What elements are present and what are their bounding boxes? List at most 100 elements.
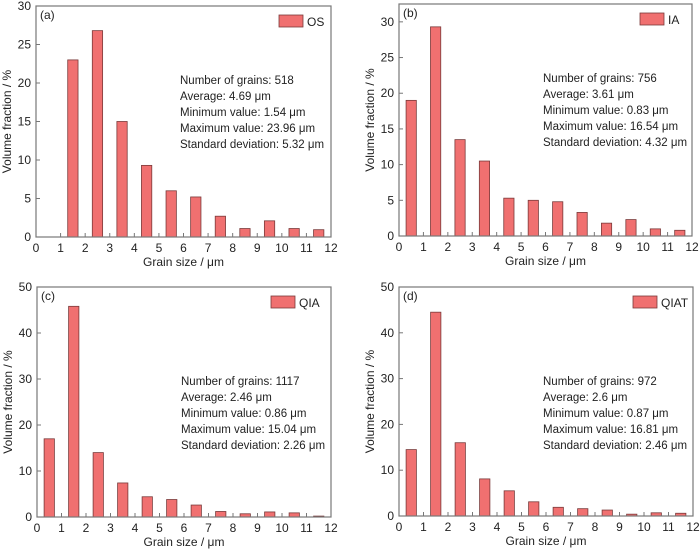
y-tick-label: 5 [24, 192, 31, 206]
y-axis-label: Volume fraction / % [363, 349, 377, 453]
x-tick-label: 3 [469, 240, 476, 254]
bar [552, 506, 564, 517]
stats-line: Maximum value: 16.54 μm [543, 121, 678, 133]
legend-swatch [278, 14, 304, 28]
x-tick-label: 7 [205, 521, 212, 535]
stats-line: Average: 2.6 μm [543, 392, 627, 404]
bar [577, 508, 589, 517]
stats-line: Standard deviation: 2.26 μm [181, 440, 325, 452]
x-tick-label: 0 [34, 521, 41, 535]
x-tick-label: 0 [396, 240, 403, 254]
x-tick-label: 2 [445, 520, 452, 534]
stats-line: Minimum value: 0.86 μm [181, 408, 307, 420]
x-tick-label: 1 [58, 521, 65, 535]
x-tick-label: 3 [107, 521, 114, 535]
y-tick-label: 30 [18, 0, 32, 13]
stats-line: Number of grains: 1117 [181, 376, 299, 388]
y-tick-label: 40 [19, 326, 33, 340]
y-tick-label: 5 [387, 193, 394, 207]
x-tick-label: 1 [420, 520, 427, 534]
y-tick-label: 10 [18, 153, 32, 167]
x-axis-label: Grain size / μm [506, 534, 587, 548]
bar [454, 442, 466, 517]
bar [454, 139, 466, 237]
legend-swatch [632, 295, 658, 309]
x-tick-label: 9 [616, 520, 623, 534]
x-tick-label: 7 [205, 241, 212, 255]
x-tick-label: 5 [156, 241, 163, 255]
x-tick-label: 10 [275, 521, 289, 535]
bar [215, 511, 227, 518]
x-tick-label: 3 [469, 520, 476, 534]
y-tick-label: 20 [18, 76, 32, 90]
bar [478, 160, 490, 237]
bar [528, 501, 540, 517]
bar [527, 199, 539, 237]
bar [601, 222, 613, 237]
legend-label: QIA [299, 296, 320, 310]
stats-line: Number of grains: 756 [543, 73, 657, 85]
stats-line: Number of grains: 972 [543, 376, 657, 388]
panel-label: (b) [403, 6, 418, 20]
x-axis-label: Grain size / μm [143, 255, 224, 269]
x-axis-label: Grain size / μm [505, 254, 586, 268]
panel-label: (a) [40, 8, 55, 22]
bar [43, 438, 55, 518]
x-tick-label: 1 [57, 241, 64, 255]
x-tick-label: 11 [661, 240, 674, 254]
legend-label: IA [668, 13, 679, 27]
x-tick-label: 4 [131, 241, 138, 255]
bar [214, 215, 226, 238]
stats-line: Number of grains: 518 [180, 75, 294, 87]
x-tick-label: 4 [494, 520, 501, 534]
bar [190, 504, 202, 518]
bar [166, 499, 178, 518]
x-tick-label: 11 [300, 241, 313, 255]
x-tick-label: 10 [637, 520, 651, 534]
x-tick-label: 4 [132, 521, 139, 535]
x-tick-label: 6 [543, 520, 550, 534]
x-tick-label: 12 [686, 520, 700, 534]
bar [625, 219, 637, 237]
bar [263, 220, 276, 238]
y-tick-label: 0 [387, 509, 394, 523]
x-tick-label: 8 [591, 240, 598, 254]
stats-line: Minimum value: 0.83 μm [543, 105, 669, 117]
stats-line: Minimum value: 1.54 μm [180, 107, 306, 119]
x-tick-label: 0 [33, 241, 40, 255]
y-tick-label: 20 [381, 417, 395, 431]
x-tick-label: 10 [275, 241, 289, 255]
bar [92, 452, 104, 518]
x-tick-label: 9 [615, 240, 622, 254]
y-tick-label: 50 [381, 280, 395, 294]
bar [239, 228, 251, 238]
stats-line: Standard deviation: 2.46 μm [543, 440, 687, 452]
legend-swatch [270, 295, 296, 309]
y-tick-label: 30 [19, 372, 33, 386]
x-tick-label: 2 [444, 240, 451, 254]
x-tick-label: 12 [324, 241, 338, 255]
y-tick-label: 40 [381, 326, 395, 340]
y-tick-label: 50 [19, 280, 33, 294]
y-tick-label: 15 [381, 122, 395, 136]
stats-line: Average: 3.61 μm [543, 89, 634, 101]
bar [141, 164, 153, 238]
x-tick-label: 5 [518, 520, 525, 534]
x-tick-label: 6 [542, 240, 549, 254]
bar [601, 509, 613, 517]
y-tick-label: 0 [24, 230, 31, 244]
x-tick-label: 8 [592, 520, 599, 534]
x-tick-label: 4 [493, 240, 500, 254]
x-tick-label: 7 [567, 520, 574, 534]
bar [288, 228, 300, 238]
legend-swatch [639, 12, 665, 26]
x-tick-label: 10 [636, 240, 650, 254]
x-tick-label: 0 [396, 520, 403, 534]
stats-line: Average: 4.69 μm [180, 91, 271, 103]
panel-label: (d) [403, 289, 418, 303]
x-tick-label: 11 [662, 520, 675, 534]
x-tick-label: 2 [82, 241, 89, 255]
x-tick-label: 2 [83, 521, 90, 535]
